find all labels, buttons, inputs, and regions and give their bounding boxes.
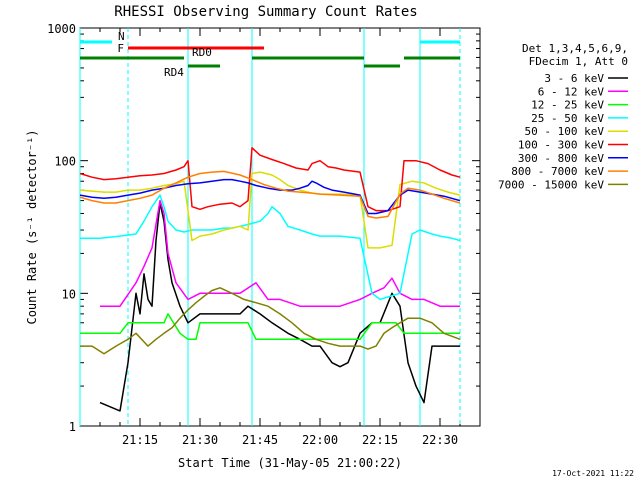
x-tick-label: 21:30 bbox=[182, 433, 218, 447]
y-tick-label: 10 bbox=[62, 287, 76, 301]
series-line bbox=[99, 202, 460, 412]
legend-label: 7000 - 15000 keV bbox=[498, 178, 604, 191]
flag-label-n: N bbox=[118, 30, 125, 43]
x-tick-label: 22:00 bbox=[302, 433, 338, 447]
legend-label: 25 - 50 keV bbox=[531, 112, 604, 125]
flag-bars: NF RD0 RD4 bbox=[80, 30, 460, 79]
x-tick-label: 21:15 bbox=[122, 433, 158, 447]
y-tick-label: 1000 bbox=[47, 22, 76, 36]
flag-label-f: F bbox=[117, 42, 124, 55]
legend-label: 100 - 300 keV bbox=[518, 139, 604, 152]
vertical-markers bbox=[79, 28, 461, 426]
x-tick-label: 21:45 bbox=[242, 433, 278, 447]
legend-header-line1: Det 1,3,4,5,6,9, bbox=[522, 42, 628, 55]
x-axis-label: Start Time (31-May-05 21:00:22) bbox=[178, 456, 402, 470]
series-line bbox=[79, 178, 461, 215]
axis-ticks: 21:15 21:30 21:45 22:00 22:15 22:30 1 10 100 1000 bbox=[47, 22, 481, 447]
series-line bbox=[80, 287, 461, 355]
legend-label: 12 - 25 keV bbox=[531, 99, 604, 112]
legend-label: 300 - 800 keV bbox=[518, 152, 604, 165]
series-line bbox=[79, 171, 461, 249]
series-line bbox=[80, 313, 460, 341]
y-tick-label: 100 bbox=[54, 155, 76, 169]
series-line bbox=[79, 170, 461, 219]
y-tick-label: 1 bbox=[69, 420, 76, 434]
x-tick-label: 22:15 bbox=[362, 433, 398, 447]
series-line bbox=[80, 194, 461, 301]
legend-label: 3 - 6 keV bbox=[544, 72, 604, 85]
x-tick-label: 22:30 bbox=[422, 433, 458, 447]
y-axis-label: Count Rate (s⁻¹ detector⁻¹) bbox=[25, 129, 39, 324]
series-group bbox=[79, 147, 461, 412]
legend-label: 6 - 12 keV bbox=[538, 85, 605, 98]
legend-label: 800 - 7000 keV bbox=[511, 165, 604, 178]
chart-title: RHESSI Observing Summary Count Rates bbox=[114, 4, 417, 20]
series-line bbox=[79, 147, 461, 212]
flag-label-rd0: RD0 bbox=[192, 46, 212, 59]
legend-label: 50 - 100 keV bbox=[525, 125, 605, 138]
series-line bbox=[100, 199, 460, 307]
flag-label-rd4: RD4 bbox=[164, 66, 184, 79]
footer-timestamp: 17-Oct-2021 11:22 bbox=[552, 469, 634, 478]
legend-header-line2: FDecim 1, Att 0 bbox=[529, 55, 628, 68]
